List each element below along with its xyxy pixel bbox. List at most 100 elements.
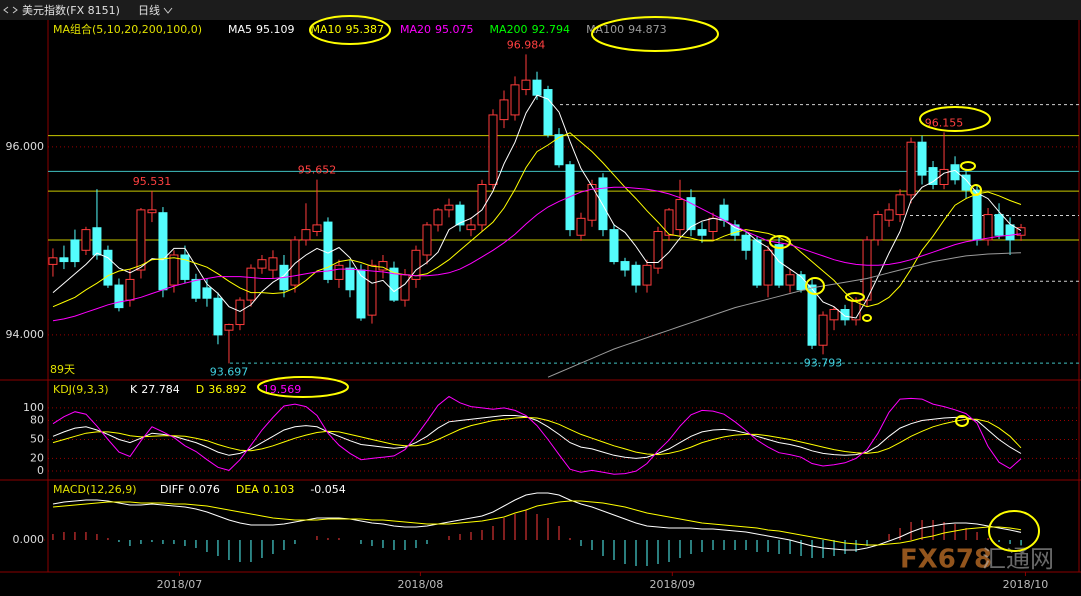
y-tick-label: 96.000: [6, 140, 45, 153]
legend-value: 0.103: [263, 483, 295, 496]
legend-value: -0.054: [310, 483, 345, 496]
candle-body: [994, 214, 1004, 236]
period[interactable]: 日线: [138, 3, 160, 17]
candle-body: [345, 267, 355, 291]
candle-body: [818, 314, 828, 346]
candle-body: [730, 224, 740, 236]
candle-body: [576, 217, 586, 236]
legend-value: 95.387: [346, 23, 385, 36]
series-line: [547, 252, 1022, 378]
plot-layer: 2018/07 2018/08 2018/09 2018/10 94.000 96.000…: [6, 22, 1079, 591]
candle-body: [499, 99, 509, 121]
candle-body: [1016, 227, 1026, 236]
candle-body: [422, 224, 432, 256]
y-tick-label: 80: [30, 414, 44, 427]
candle-body: [158, 212, 168, 291]
panel-frame: [0, 20, 1081, 573]
highlight: [845, 292, 865, 302]
highlight: [919, 106, 991, 132]
prev-arrow[interactable]: [3, 6, 9, 14]
candle-body: [224, 324, 234, 331]
legend-name: MA20: [400, 23, 431, 36]
candle-body: [598, 177, 608, 231]
price-annotation: 93.697: [210, 365, 249, 378]
y-tick-label: 0: [37, 464, 44, 477]
candle-body: [378, 261, 388, 271]
candle-body: [466, 224, 476, 231]
candle-body: [675, 199, 685, 231]
y-tick-label: 20: [30, 451, 44, 464]
candle-body: [543, 89, 553, 136]
candle-body: [202, 287, 212, 299]
candle-body: [1005, 224, 1015, 241]
candle-body: [884, 209, 894, 221]
candle-body: [873, 214, 883, 241]
candle-body: [268, 257, 278, 271]
candle-body: [741, 234, 751, 251]
candle-body: [708, 217, 718, 232]
candle-body: [587, 183, 597, 221]
candle-body: [653, 230, 663, 269]
candle-body: [664, 209, 674, 236]
candle-body: [642, 264, 652, 286]
highlight: [769, 235, 791, 249]
candle-body: [917, 141, 927, 176]
highlight: [970, 184, 982, 196]
highlight: [862, 314, 872, 322]
highlight: [309, 15, 391, 45]
legend-value: 95.109: [256, 23, 295, 36]
candle-body: [928, 167, 938, 185]
candle-body: [488, 114, 498, 185]
candle-body: [257, 259, 267, 269]
legend-name: MA10: [311, 23, 342, 36]
highlight-circles: [257, 15, 1040, 552]
series-line: [52, 132, 1022, 308]
candle-body: [367, 264, 377, 316]
watermark-name: 汇通网: [982, 545, 1054, 573]
series-line: [52, 94, 1022, 319]
legend-name: DEA: [236, 483, 259, 496]
x-tick-label: 2018/07: [157, 578, 203, 591]
highlight: [591, 16, 719, 52]
nav-arrows[interactable]: [3, 6, 18, 14]
legend-value: 95.075: [435, 23, 474, 36]
candle-body: [840, 309, 850, 321]
candle-body: [180, 254, 190, 280]
x-tick-label: 2018/10: [1003, 578, 1049, 591]
candle-body: [312, 224, 322, 232]
price-annotation: 96.984: [507, 38, 546, 51]
symbol: 美元指数(FX 8151): [22, 3, 120, 17]
candle-body: [48, 257, 58, 265]
price-annotation: 93.793: [804, 356, 843, 369]
series-line: [52, 416, 1022, 456]
highlight: [960, 161, 976, 171]
candle-body: [389, 267, 399, 301]
candle-body: [433, 209, 443, 226]
candle-body: [400, 274, 410, 301]
candle-body: [609, 229, 619, 263]
candle-body: [532, 79, 542, 96]
period-dropdown[interactable]: [163, 7, 173, 14]
candle-body: [631, 264, 641, 286]
candle-body: [906, 141, 916, 196]
candle-body: [752, 239, 762, 286]
next-arrow[interactable]: [12, 6, 18, 14]
highlight: [955, 415, 969, 427]
candle-body: [554, 134, 564, 166]
candle-body: [961, 174, 971, 191]
legend-name: D: [196, 383, 204, 396]
candle-body: [136, 209, 146, 271]
highlight: [257, 376, 349, 398]
candle-body: [862, 239, 872, 301]
candle-body: [169, 254, 179, 286]
candle-body: [147, 209, 157, 214]
candle-body: [246, 267, 256, 301]
candle-body: [103, 249, 113, 286]
legend-name: K: [130, 383, 138, 396]
candle-body: [290, 239, 300, 286]
candle-body: [70, 239, 80, 263]
indicator-name: MACD(12,26,9): [53, 483, 137, 496]
watermark-brand: FX678: [900, 545, 992, 575]
